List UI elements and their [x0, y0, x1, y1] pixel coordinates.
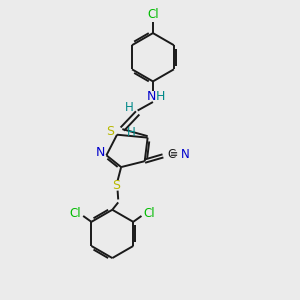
Text: N: N — [181, 148, 190, 160]
Text: N: N — [147, 90, 156, 103]
Text: C: C — [167, 148, 175, 160]
Text: Cl: Cl — [144, 207, 155, 220]
Text: Cl: Cl — [69, 207, 81, 220]
Text: N: N — [95, 146, 105, 159]
Text: H: H — [128, 125, 136, 139]
Text: H: H — [125, 100, 134, 113]
Text: Cl: Cl — [147, 8, 159, 21]
Text: ≡: ≡ — [170, 149, 178, 159]
Text: S: S — [106, 125, 115, 138]
Text: H: H — [156, 90, 166, 103]
Text: S: S — [112, 179, 120, 192]
